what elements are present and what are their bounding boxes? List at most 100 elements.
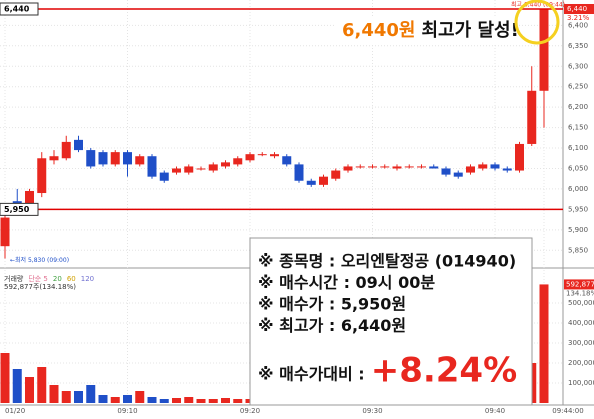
volume-bar: [196, 399, 206, 403]
highlight-circle: [514, 0, 560, 45]
candle-body: [245, 154, 255, 161]
x-tick-label: 09:10: [117, 407, 137, 415]
info-box: [249, 237, 533, 406]
candle-body: [478, 164, 488, 169]
volume-legend: 60: [67, 275, 76, 283]
last-price-box: [564, 3, 594, 14]
volume-tick-label: 500,000: [568, 299, 594, 307]
volume-bar: [49, 385, 59, 403]
volume-bar: [184, 397, 194, 403]
candle-body: [331, 170, 341, 179]
candle-body: [233, 158, 243, 165]
y-tick-label: 6,050: [568, 164, 588, 172]
y-tick-label: 5,850: [568, 246, 588, 254]
y-tick-label: 6,100: [568, 144, 588, 152]
candle-body: [527, 90, 537, 144]
y-tick-label: 6,400: [568, 21, 588, 29]
y-tick-label: 6,200: [568, 103, 588, 111]
low-note: ←최저 5,830 (09:00): [10, 256, 69, 264]
candle-body: [429, 166, 439, 169]
candle-body: [343, 166, 353, 171]
candle-body: [196, 168, 206, 170]
candle-body: [368, 166, 377, 168]
volume-info: 592,877주(134.18%): [4, 283, 76, 291]
volume-bar: [233, 399, 243, 403]
y-tick-label: 5,950: [568, 205, 588, 213]
headline-text: 최고가 달성!: [422, 20, 519, 41]
price-line-box: [0, 202, 39, 216]
y-tick-label: 5,900: [568, 226, 588, 234]
volume-tick-label: 100,000: [568, 379, 594, 387]
last-change: 3.21%: [567, 14, 590, 22]
volume-bar: [25, 377, 34, 403]
last-price-label: 6,440: [567, 5, 587, 13]
candle-body: [502, 168, 512, 171]
volume-bar: [86, 385, 96, 403]
volume-legend: 20: [53, 275, 62, 283]
x-tick-label: 09:44:00: [552, 407, 583, 415]
volume-legend: 단순 5: [28, 274, 48, 283]
volume-bar: [12, 369, 22, 403]
headline-price: 6,440원: [342, 20, 416, 41]
candle-body: [539, 8, 549, 91]
candle-body: [270, 154, 279, 157]
x-tick-label: 01/20: [5, 407, 25, 415]
candle-body: [221, 162, 230, 167]
volume-tick-label: 400,000: [568, 319, 594, 327]
volume-bar: [0, 353, 10, 403]
volume-tick-label: 300,000: [568, 339, 594, 347]
candle-body: [61, 141, 71, 159]
candle-body: [294, 164, 304, 181]
price-line-box: [0, 2, 39, 16]
volume-legend: 거래량: [4, 274, 24, 283]
volume-bar: [208, 399, 218, 403]
candle-body: [208, 164, 218, 171]
volume-bar: [37, 367, 47, 403]
candle-body: [74, 139, 83, 151]
y-tick-label: 6,300: [568, 62, 588, 70]
headline-bg: [336, 18, 512, 44]
candle-body: [135, 156, 145, 165]
candle-body: [147, 156, 157, 177]
y-tick-label: 6,350: [568, 42, 588, 50]
candle-body: [355, 166, 365, 168]
volume-bar: [74, 391, 83, 403]
volume-legend: 120: [81, 275, 94, 283]
candle-body: [159, 172, 169, 181]
candle-body: [98, 152, 108, 165]
last-volume-label: 592,877: [566, 280, 594, 288]
candle-body: [110, 152, 120, 165]
candle-body: [123, 152, 132, 165]
volume-bar: [135, 391, 145, 403]
volume-bar: [221, 398, 230, 403]
x-tick-label: 09:20: [240, 407, 260, 415]
candle-body: [49, 156, 59, 161]
candle-body: [490, 164, 500, 169]
last-volume-change: 134.18%: [566, 289, 594, 297]
candle-body: [184, 166, 194, 173]
volume-bar: [539, 284, 549, 403]
candle-body: [306, 180, 316, 185]
candle-body: [25, 190, 34, 206]
info-change-prefix: ※ 매수가대비 :: [258, 365, 365, 384]
volume-bar: [110, 397, 120, 403]
x-tick-label: 09:30: [362, 407, 382, 415]
volume-bar: [159, 399, 169, 403]
candle-body: [453, 172, 463, 177]
y-tick-label: 6,000: [568, 185, 588, 193]
candle-body: [257, 154, 267, 156]
candle-body: [0, 217, 10, 247]
candle-body: [172, 168, 181, 173]
info-change-value: +8.24%: [371, 351, 517, 391]
volume-bar: [172, 398, 181, 403]
candle-body: [86, 150, 96, 167]
candle-body: [392, 166, 402, 169]
candle-body: [319, 176, 328, 185]
candle-body: [404, 166, 414, 168]
info-line: ※ 매수가 : 5,950원: [258, 295, 406, 314]
price-line-label: 5,950: [4, 205, 30, 214]
volume-bar: [61, 391, 71, 403]
candle-body: [380, 166, 390, 168]
price-line-label: 6,440: [4, 4, 30, 13]
